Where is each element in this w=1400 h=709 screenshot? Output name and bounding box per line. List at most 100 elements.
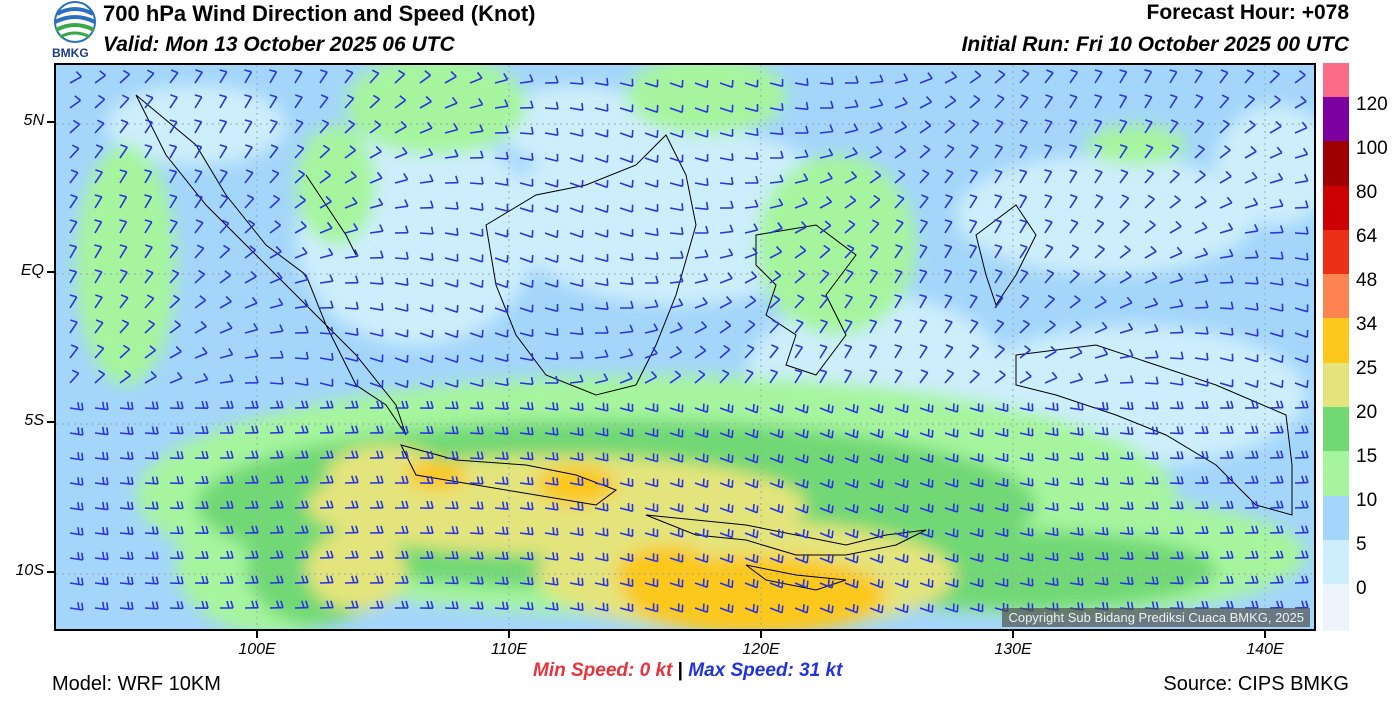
wind-barb	[1269, 277, 1284, 286]
wind-barb	[969, 603, 984, 613]
wind-barb	[369, 171, 383, 184]
wind-barb	[69, 119, 81, 134]
wind-barb	[1069, 427, 1084, 436]
wind-barb	[694, 369, 706, 384]
wind-barb	[119, 194, 128, 209]
wind-barb	[669, 274, 684, 284]
wind-barb	[344, 196, 358, 209]
wind-barb	[769, 270, 782, 284]
wind-barb	[119, 451, 134, 460]
wind-barb	[719, 272, 733, 284]
wind-barb	[169, 194, 178, 209]
wind-barb	[1194, 400, 1209, 409]
wind-barb	[569, 179, 584, 189]
wind-barb	[144, 119, 153, 134]
wind-barb	[794, 479, 809, 489]
wind-barb	[969, 428, 984, 438]
wind-barb	[544, 204, 559, 214]
colorbar-label: 34	[1356, 314, 1378, 335]
wind-barb	[1144, 350, 1159, 359]
wind-barb	[919, 294, 928, 309]
wind-barb	[94, 344, 105, 359]
wind-barb	[1044, 320, 1056, 334]
wind-barb	[769, 126, 784, 136]
wind-barb	[1269, 120, 1282, 134]
wind-barb	[444, 149, 459, 159]
wind-barb	[494, 151, 509, 160]
wind-barb	[969, 244, 978, 259]
wind-barb	[819, 124, 834, 134]
wind-barb	[569, 527, 584, 537]
wind-barb	[344, 94, 355, 109]
wind-barb	[644, 299, 659, 309]
wind-barb	[1294, 425, 1309, 434]
colorbar	[1323, 63, 1349, 631]
wind-barb	[1294, 70, 1306, 84]
wind-barb	[394, 550, 409, 559]
wind-barb	[694, 528, 709, 538]
wind-barb	[419, 600, 434, 609]
wind-barb	[544, 427, 559, 436]
wind-barb	[194, 244, 205, 259]
wind-barb	[869, 219, 880, 234]
wind-barb	[269, 400, 284, 409]
wind-barb	[869, 98, 884, 109]
wind-barb	[369, 400, 384, 409]
wind-barb	[769, 319, 780, 334]
wind-barb	[94, 294, 103, 309]
wind-barb	[294, 220, 307, 234]
wind-barb	[394, 303, 409, 312]
wind-barb	[769, 579, 784, 589]
wind-barb	[1119, 296, 1133, 309]
wind-barb	[94, 401, 109, 411]
wind-barb	[369, 354, 384, 363]
wind-barb	[919, 453, 934, 464]
wind-barb	[919, 344, 928, 359]
wind-barb	[1169, 272, 1184, 284]
wind-barb	[719, 369, 730, 384]
wind-barb	[319, 274, 334, 284]
wind-barb	[1069, 402, 1084, 411]
wind-barb	[1294, 147, 1309, 159]
wind-barb	[1019, 319, 1030, 334]
wind-barb	[444, 253, 459, 262]
wind-barb	[644, 203, 659, 213]
wind-barb	[919, 96, 933, 109]
wind-barb	[670, 250, 684, 259]
wind-barb	[319, 352, 334, 361]
wind-barb	[69, 144, 80, 159]
wind-barb	[919, 219, 929, 234]
wind-barb	[744, 369, 754, 384]
colorbar-bin	[1323, 407, 1349, 451]
wind-barb	[344, 301, 359, 310]
wind-barb	[694, 345, 707, 359]
wind-barb	[394, 95, 406, 109]
wind-barb	[569, 76, 584, 85]
wind-barb	[519, 74, 534, 84]
wind-barb	[869, 146, 883, 159]
wind-barb	[844, 369, 853, 384]
wind-barb	[1019, 370, 1032, 384]
wind-barb	[869, 294, 878, 309]
wind-barb	[1144, 119, 1153, 134]
wind-barb	[1119, 451, 1134, 461]
wind-barb	[569, 102, 584, 111]
wind-barb	[819, 344, 828, 359]
wind-barb	[344, 425, 359, 434]
wind-barb	[469, 150, 484, 159]
wind-barb	[1119, 94, 1128, 109]
wind-barb	[244, 475, 259, 484]
wind-barb	[144, 551, 159, 560]
wind-barb	[644, 347, 658, 359]
wind-barb	[419, 252, 434, 261]
wind-barb	[1294, 450, 1309, 459]
wind-barb	[894, 578, 909, 589]
wind-barb	[1044, 169, 1053, 184]
wind-barb	[1269, 600, 1284, 609]
wind-barb	[694, 478, 709, 488]
lon-label-100e: 100E	[238, 641, 276, 658]
wind-barb	[419, 121, 433, 134]
wind-barb	[1169, 195, 1181, 209]
wind-barb	[969, 119, 980, 134]
wind-barb	[519, 229, 534, 239]
